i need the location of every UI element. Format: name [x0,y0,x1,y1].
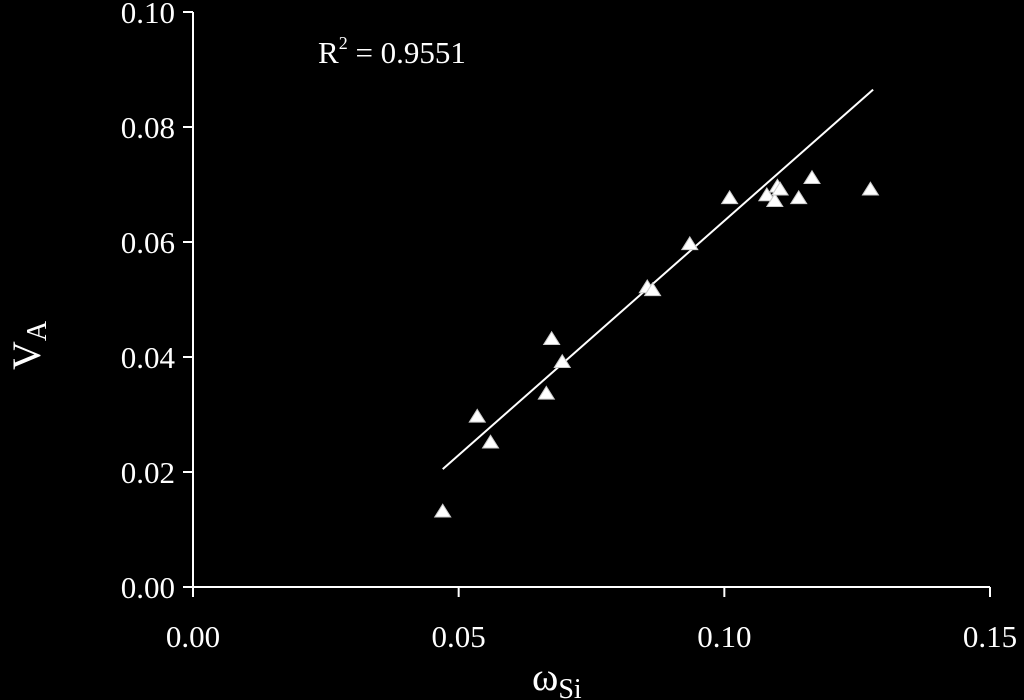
y-tick-label: 0.02 [121,455,175,490]
y-tick-label: 0.04 [121,340,176,375]
data-point [468,408,487,423]
x-axis-label-main: ω [532,654,558,699]
data-point [720,189,739,205]
data-point [553,353,572,369]
data-point [537,385,556,400]
x-tick-label: 0.00 [166,619,220,654]
annotation-superscript: 2 [339,33,348,53]
x-tick-label: 0.05 [432,619,486,654]
x-tick-label: 0.10 [697,619,751,654]
y-tick-label: 0.08 [121,110,175,145]
data-point [542,330,561,346]
x-axis-label-subscript: Si [558,674,582,700]
data-point [643,281,662,297]
r-squared-annotation: R2 = 0.9551 [318,33,466,70]
ticks: 0.00 0.02 0.04 0.06 0.08 0.10 0.00 0.05 0.10 0.15 [121,0,1017,654]
data-point [803,169,821,185]
data-point [680,235,699,251]
y-axis-label-subscript: A [22,320,53,341]
x-tick-label: 0.15 [963,619,1017,654]
data-point [757,187,776,202]
trendline-group [442,88,874,470]
trendline [442,88,874,470]
data-point [765,192,784,208]
data-points [433,169,880,518]
x-axis-label: ωSi [532,654,582,700]
data-point [433,503,452,518]
data-point [861,181,880,196]
annotation-value: = 0.9551 [348,35,466,70]
axes [192,12,990,588]
y-axis-label-main: V [4,341,49,370]
data-point [789,189,808,205]
data-point [481,434,500,449]
y-axis-label: VA [4,320,53,370]
data-point [771,181,790,196]
y-tick-label: 0.00 [121,570,175,605]
y-tick-label: 0.10 [121,0,175,30]
annotation-base: R [318,35,339,70]
y-tick-label: 0.06 [121,225,175,260]
